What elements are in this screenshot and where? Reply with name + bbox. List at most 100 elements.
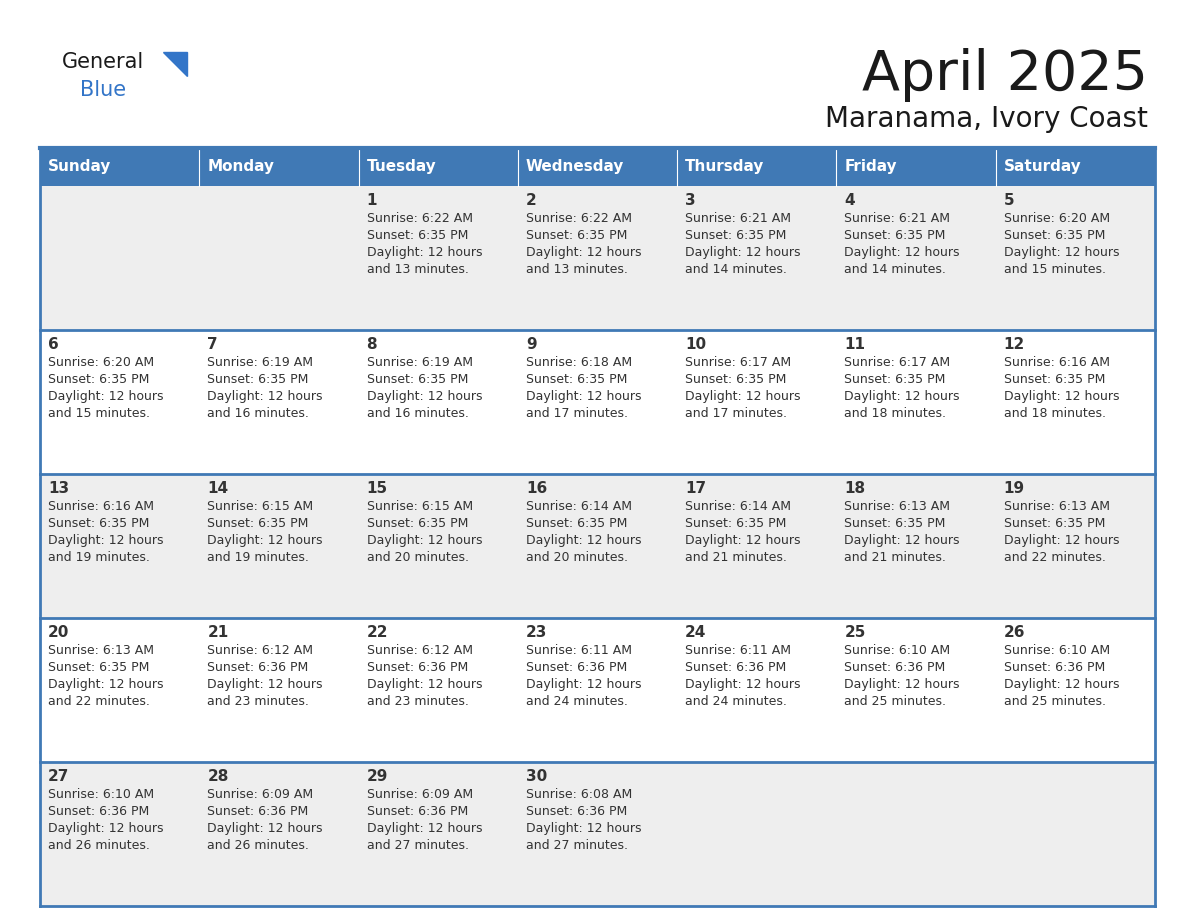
- Text: Sunset: 6:36 PM: Sunset: 6:36 PM: [685, 661, 786, 674]
- Text: and 21 minutes.: and 21 minutes.: [685, 551, 786, 564]
- Bar: [836, 330, 996, 474]
- Bar: [996, 186, 1155, 330]
- Bar: [200, 186, 359, 330]
- Bar: [359, 148, 518, 186]
- Text: Daylight: 12 hours: Daylight: 12 hours: [685, 390, 801, 403]
- Text: 28: 28: [207, 769, 228, 784]
- Bar: [40, 330, 200, 474]
- Text: Sunset: 6:36 PM: Sunset: 6:36 PM: [48, 805, 150, 818]
- Text: Sunrise: 6:17 AM: Sunrise: 6:17 AM: [845, 356, 950, 369]
- Text: Daylight: 12 hours: Daylight: 12 hours: [207, 390, 323, 403]
- Text: 3: 3: [685, 193, 696, 208]
- Text: Sunrise: 6:12 AM: Sunrise: 6:12 AM: [367, 644, 473, 657]
- Text: Sunset: 6:35 PM: Sunset: 6:35 PM: [207, 373, 309, 386]
- Bar: [518, 186, 677, 330]
- Bar: [359, 618, 518, 762]
- Text: Sunrise: 6:21 AM: Sunrise: 6:21 AM: [685, 212, 791, 225]
- Text: and 13 minutes.: and 13 minutes.: [367, 263, 468, 276]
- Text: Sunset: 6:36 PM: Sunset: 6:36 PM: [367, 661, 468, 674]
- Bar: [836, 186, 996, 330]
- Text: Sunset: 6:35 PM: Sunset: 6:35 PM: [685, 373, 786, 386]
- Text: 22: 22: [367, 625, 388, 640]
- Bar: [359, 186, 518, 330]
- Text: Sunset: 6:35 PM: Sunset: 6:35 PM: [207, 517, 309, 530]
- Bar: [996, 148, 1155, 186]
- Text: Daylight: 12 hours: Daylight: 12 hours: [845, 678, 960, 691]
- Text: Sunset: 6:35 PM: Sunset: 6:35 PM: [367, 373, 468, 386]
- Text: 26: 26: [1004, 625, 1025, 640]
- Bar: [996, 474, 1155, 618]
- Text: 2: 2: [526, 193, 537, 208]
- Text: and 22 minutes.: and 22 minutes.: [48, 695, 150, 708]
- Text: Daylight: 12 hours: Daylight: 12 hours: [48, 390, 164, 403]
- Text: Sunset: 6:35 PM: Sunset: 6:35 PM: [1004, 229, 1105, 242]
- Text: 25: 25: [845, 625, 866, 640]
- Text: Daylight: 12 hours: Daylight: 12 hours: [1004, 246, 1119, 259]
- Bar: [200, 762, 359, 906]
- Text: Daylight: 12 hours: Daylight: 12 hours: [207, 534, 323, 547]
- Text: Sunrise: 6:19 AM: Sunrise: 6:19 AM: [367, 356, 473, 369]
- Text: Sunset: 6:35 PM: Sunset: 6:35 PM: [1004, 373, 1105, 386]
- Text: 29: 29: [367, 769, 388, 784]
- Text: and 23 minutes.: and 23 minutes.: [367, 695, 468, 708]
- Text: and 23 minutes.: and 23 minutes.: [207, 695, 309, 708]
- Text: 8: 8: [367, 337, 378, 352]
- Text: Sunset: 6:35 PM: Sunset: 6:35 PM: [685, 229, 786, 242]
- Text: and 19 minutes.: and 19 minutes.: [48, 551, 150, 564]
- Text: and 27 minutes.: and 27 minutes.: [526, 839, 627, 852]
- Text: Sunset: 6:36 PM: Sunset: 6:36 PM: [526, 661, 627, 674]
- Text: Friday: Friday: [845, 160, 897, 174]
- Text: Sunset: 6:35 PM: Sunset: 6:35 PM: [48, 661, 150, 674]
- Bar: [359, 330, 518, 474]
- Text: Sunset: 6:35 PM: Sunset: 6:35 PM: [685, 517, 786, 530]
- Text: Sunrise: 6:17 AM: Sunrise: 6:17 AM: [685, 356, 791, 369]
- Text: Sunrise: 6:11 AM: Sunrise: 6:11 AM: [526, 644, 632, 657]
- Text: Daylight: 12 hours: Daylight: 12 hours: [367, 534, 482, 547]
- Text: April 2025: April 2025: [862, 48, 1148, 102]
- Text: 4: 4: [845, 193, 855, 208]
- Text: Sunrise: 6:08 AM: Sunrise: 6:08 AM: [526, 788, 632, 801]
- Text: 9: 9: [526, 337, 537, 352]
- Text: 19: 19: [1004, 481, 1025, 496]
- Text: 14: 14: [207, 481, 228, 496]
- Text: and 26 minutes.: and 26 minutes.: [207, 839, 309, 852]
- Text: Sunrise: 6:12 AM: Sunrise: 6:12 AM: [207, 644, 314, 657]
- Text: 6: 6: [48, 337, 58, 352]
- Text: Daylight: 12 hours: Daylight: 12 hours: [48, 534, 164, 547]
- Text: Daylight: 12 hours: Daylight: 12 hours: [1004, 678, 1119, 691]
- Text: Tuesday: Tuesday: [367, 160, 436, 174]
- Bar: [200, 330, 359, 474]
- Text: 5: 5: [1004, 193, 1015, 208]
- Bar: [40, 618, 200, 762]
- Text: Sunset: 6:35 PM: Sunset: 6:35 PM: [1004, 517, 1105, 530]
- Text: Sunset: 6:35 PM: Sunset: 6:35 PM: [367, 229, 468, 242]
- Text: Sunrise: 6:13 AM: Sunrise: 6:13 AM: [48, 644, 154, 657]
- Text: and 13 minutes.: and 13 minutes.: [526, 263, 627, 276]
- Text: and 26 minutes.: and 26 minutes.: [48, 839, 150, 852]
- Bar: [40, 186, 200, 330]
- Text: Sunset: 6:35 PM: Sunset: 6:35 PM: [845, 229, 946, 242]
- Text: Sunrise: 6:13 AM: Sunrise: 6:13 AM: [845, 500, 950, 513]
- Text: Wednesday: Wednesday: [526, 160, 624, 174]
- Text: and 19 minutes.: and 19 minutes.: [207, 551, 309, 564]
- Text: Maranama, Ivory Coast: Maranama, Ivory Coast: [826, 105, 1148, 133]
- Text: Sunrise: 6:14 AM: Sunrise: 6:14 AM: [526, 500, 632, 513]
- Text: 27: 27: [48, 769, 69, 784]
- Text: 7: 7: [207, 337, 217, 352]
- Text: Sunrise: 6:22 AM: Sunrise: 6:22 AM: [367, 212, 473, 225]
- Text: and 20 minutes.: and 20 minutes.: [367, 551, 468, 564]
- Text: Sunset: 6:35 PM: Sunset: 6:35 PM: [367, 517, 468, 530]
- Text: Sunrise: 6:21 AM: Sunrise: 6:21 AM: [845, 212, 950, 225]
- Text: Sunday: Sunday: [48, 160, 112, 174]
- Text: Sunset: 6:36 PM: Sunset: 6:36 PM: [526, 805, 627, 818]
- Text: 30: 30: [526, 769, 548, 784]
- Text: Sunrise: 6:10 AM: Sunrise: 6:10 AM: [845, 644, 950, 657]
- Text: and 20 minutes.: and 20 minutes.: [526, 551, 627, 564]
- Text: Daylight: 12 hours: Daylight: 12 hours: [207, 678, 323, 691]
- Bar: [40, 474, 200, 618]
- Bar: [40, 762, 200, 906]
- Text: Daylight: 12 hours: Daylight: 12 hours: [685, 534, 801, 547]
- Text: and 16 minutes.: and 16 minutes.: [367, 407, 468, 420]
- Text: Daylight: 12 hours: Daylight: 12 hours: [845, 390, 960, 403]
- Text: Sunrise: 6:19 AM: Sunrise: 6:19 AM: [207, 356, 314, 369]
